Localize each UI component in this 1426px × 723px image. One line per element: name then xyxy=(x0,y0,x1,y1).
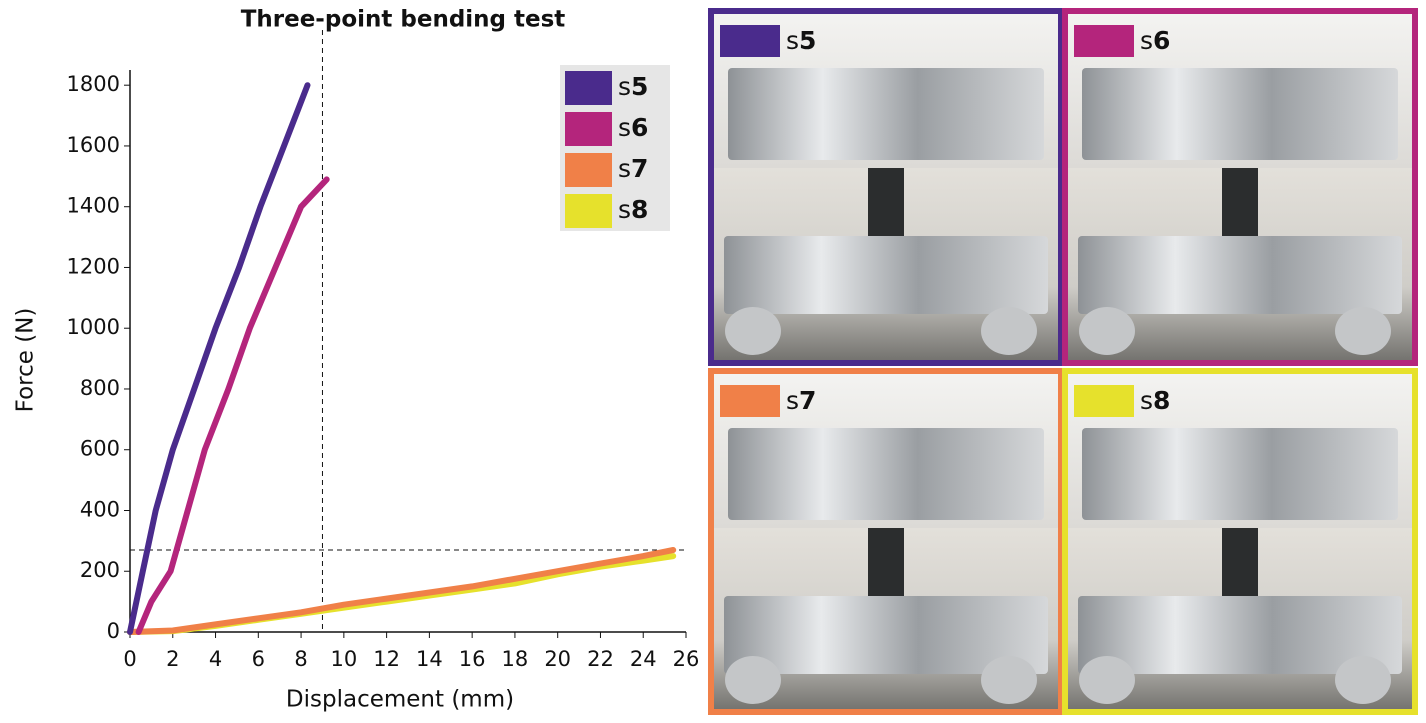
support xyxy=(1079,656,1135,704)
legend-swatch xyxy=(565,153,612,187)
x-tick-label: 14 xyxy=(416,647,443,671)
loading-head xyxy=(868,528,904,600)
x-tick-label: 4 xyxy=(209,647,222,671)
x-tick-label: 24 xyxy=(630,647,657,671)
y-tick-label: 1800 xyxy=(67,72,120,96)
series-line xyxy=(127,82,311,635)
photo-panel: s7 xyxy=(708,368,1064,715)
legend-swatch xyxy=(565,71,612,105)
x-tick-label: 2 xyxy=(166,647,179,671)
panel-swatch xyxy=(1074,25,1134,57)
x-tick-label: 8 xyxy=(294,647,307,671)
x-tick-label: 10 xyxy=(330,647,357,671)
panel-frame xyxy=(1062,368,1418,715)
legend-swatch xyxy=(565,194,612,228)
support xyxy=(1079,307,1135,355)
y-tick-label: 400 xyxy=(80,497,120,521)
y-tick-label: 600 xyxy=(80,437,120,461)
panel-label: s8 xyxy=(1140,386,1170,415)
support xyxy=(1335,656,1391,704)
y-tick-label: 0 xyxy=(107,619,120,643)
specimen-bent xyxy=(724,596,1048,674)
y-tick-label: 1400 xyxy=(67,194,120,218)
loading-head xyxy=(868,168,904,240)
legend-label: s7 xyxy=(618,154,648,183)
x-tick-label: 18 xyxy=(502,647,529,671)
legend-swatch xyxy=(565,112,612,146)
y-axis-label: Force (N) xyxy=(13,308,39,413)
chart-title: Three-point bending test xyxy=(241,7,566,33)
loading-head xyxy=(1222,528,1258,600)
panel-label: s5 xyxy=(786,26,816,55)
specimen-bent xyxy=(724,236,1048,314)
specimen xyxy=(728,428,1044,520)
x-tick-label: 6 xyxy=(252,647,265,671)
photo-panel: s8 xyxy=(1062,368,1418,715)
y-tick-label: 200 xyxy=(80,558,120,582)
x-axis-label: Displacement (mm) xyxy=(286,687,514,713)
x-tick-label: 26 xyxy=(673,647,700,671)
x-tick-label: 22 xyxy=(587,647,614,671)
support xyxy=(981,307,1037,355)
y-tick-label: 1600 xyxy=(67,133,120,157)
y-tick-label: 1000 xyxy=(67,315,120,339)
series-line xyxy=(135,176,330,635)
photo-panel: s5 xyxy=(708,8,1064,366)
panel-swatch xyxy=(720,385,780,417)
specimen xyxy=(728,68,1044,160)
support xyxy=(1335,307,1391,355)
panel-swatch xyxy=(1074,385,1134,417)
panel-swatch xyxy=(720,25,780,57)
specimen-bent xyxy=(1078,236,1402,314)
panel-frame xyxy=(1062,8,1418,366)
specimen xyxy=(1082,68,1398,160)
support xyxy=(981,656,1037,704)
panel-frame xyxy=(708,8,1064,366)
legend-label: s6 xyxy=(618,113,648,142)
panel-label: s7 xyxy=(786,386,816,415)
x-tick-label: 0 xyxy=(123,647,136,671)
y-tick-label: 800 xyxy=(80,376,120,400)
support xyxy=(725,307,781,355)
support xyxy=(725,656,781,704)
panel-label: s6 xyxy=(1140,26,1170,55)
panel-frame xyxy=(708,368,1064,715)
x-tick-label: 12 xyxy=(373,647,400,671)
y-tick-label: 1200 xyxy=(67,254,120,278)
specimen xyxy=(1082,428,1398,520)
x-tick-label: 16 xyxy=(459,647,486,671)
x-tick-label: 20 xyxy=(544,647,571,671)
legend-label: s5 xyxy=(618,72,648,101)
photo-panel: s6 xyxy=(1062,8,1418,366)
specimen-bent xyxy=(1078,596,1402,674)
loading-head xyxy=(1222,168,1258,240)
series-line xyxy=(127,547,677,635)
legend-label: s8 xyxy=(618,195,648,224)
